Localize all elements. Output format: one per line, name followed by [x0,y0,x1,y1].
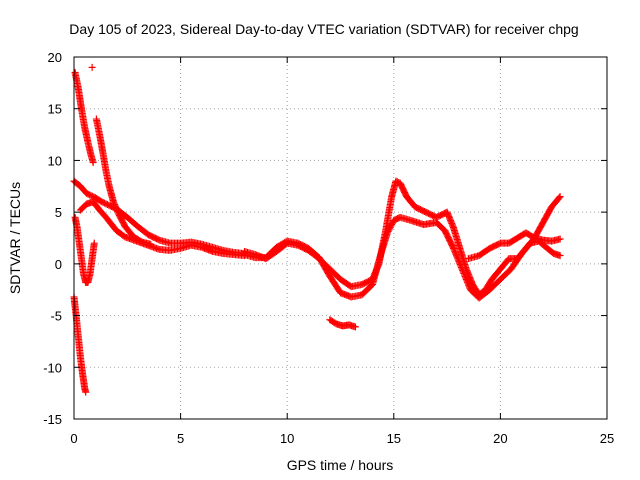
y-tick-label: 0 [55,257,62,272]
x-tick-label: 15 [387,431,401,446]
y-tick-label: 15 [48,102,62,117]
track-i-marker [465,283,473,291]
track-i-marker [459,268,467,276]
track-i-marker [462,274,470,282]
track-h-marker [556,193,564,201]
x-tick-label: 20 [493,431,507,446]
x-tick-label: 10 [280,431,294,446]
y-tick-labels: -15 -10 -5 0 5 10 15 20 [43,50,607,427]
track-i-marker [465,281,473,289]
track-i-marker [456,261,464,269]
track-i-marker [464,278,472,286]
track-i-marker [460,271,468,279]
y-tick-label: 5 [55,205,62,220]
track-i-marker [457,264,465,272]
track-h-marker [555,194,563,202]
track-i-marker [462,275,470,283]
track-i-marker [464,280,472,288]
data-points [70,63,564,396]
track-i-marker [556,252,564,260]
track-i-marker [454,255,462,263]
x-tick-label: 25 [600,431,614,446]
track-i-marker [458,265,466,273]
y-axis-label: SDTVAR / TECUs [7,182,23,294]
track-c-marker [89,158,97,166]
track-i-marker [459,267,467,275]
track-i-marker [453,252,461,260]
track-f-marker [82,388,90,396]
track-i-marker [454,256,462,264]
y-tick-label: -5 [50,309,62,324]
track-i-marker [451,249,459,257]
track-i-marker [450,246,458,254]
track-i-marker [455,258,463,266]
track-e-marker [90,239,98,247]
x-tick-labels: 0 5 10 15 20 25 [70,57,614,446]
x-tick-label: 0 [70,431,77,446]
track-i-marker [452,250,460,258]
track-i-marker [451,247,459,255]
y-tick-label: 20 [48,50,62,65]
track-i-marker [449,244,457,252]
track-i-marker [463,277,471,285]
plot-frame [73,56,608,420]
track-i-marker [456,259,464,267]
track-g-marker [88,63,96,71]
y-tick-label: 10 [48,153,62,168]
x-tick-label: 5 [177,431,184,446]
y-tick-label: -15 [43,412,62,427]
track-i-marker [457,262,465,270]
track-i-marker [461,272,469,280]
track-i-marker [453,253,461,261]
track-j-marker [556,235,564,243]
x-axis-label: GPS time / hours [287,457,394,473]
track-i-marker [460,269,468,277]
chart-title: Day 105 of 2023, Sidereal Day-to-day VTE… [69,21,578,37]
track-d-marker [147,240,155,248]
track-k-marker [351,323,359,331]
y-tick-label: -10 [43,360,62,375]
